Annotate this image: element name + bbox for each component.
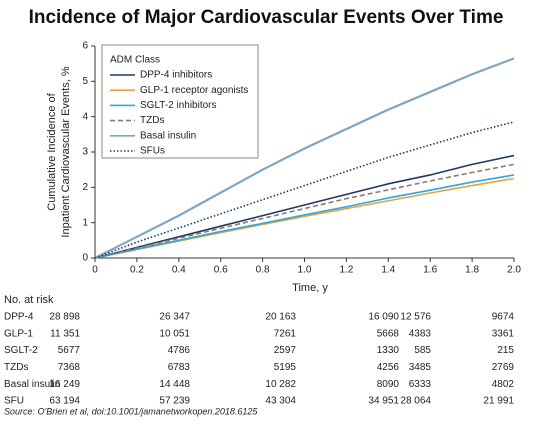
y-tick-label: 3: [82, 147, 88, 158]
risk-count: 26 347: [159, 312, 190, 323]
y-axis-label: Inpatient Cardiovascular Events, %: [60, 66, 72, 237]
y-tick-label: 5: [82, 76, 88, 87]
risk-count: 10 282: [265, 379, 296, 390]
y-axis-label: Cumulative Incidence of: [46, 92, 58, 210]
x-tick-label: 1.2: [339, 265, 353, 276]
risk-row-label: Basal insulin: [4, 379, 60, 390]
risk-count: 16 090: [368, 312, 399, 323]
risk-count: 2597: [274, 345, 297, 356]
legend-label: SFUs: [140, 146, 165, 157]
source-note: Source: O'Brien et al, doi:10.1001/jaman…: [4, 406, 258, 416]
risk-count: 11 351: [50, 328, 80, 339]
x-tick-label: 2.0: [507, 265, 521, 276]
risk-count: 4256: [377, 362, 400, 373]
risk-count: 10 051: [159, 328, 190, 339]
legend-label: Basal insulin: [140, 130, 196, 141]
risk-count: 28 064: [400, 396, 431, 407]
risk-count: 1330: [377, 345, 400, 356]
risk-count: 215: [497, 345, 514, 356]
series-line: [94, 174, 515, 259]
y-tick-label: 0: [82, 253, 88, 264]
risk-count: 12 576: [400, 312, 431, 323]
risk-count: 4802: [492, 379, 515, 390]
risk-count: 3485: [409, 362, 432, 373]
risk-row-label: GLP-1: [4, 328, 33, 339]
risk-count: 4383: [409, 328, 432, 339]
x-tick-label: 1.4: [381, 265, 395, 276]
risk-count: 4786: [168, 345, 191, 356]
series-line: [94, 177, 515, 259]
risk-count: 585: [414, 345, 431, 356]
risk-row-label: TZDs: [4, 362, 28, 373]
y-tick-label: 2: [82, 182, 88, 193]
legend-label: GLP-1 receptor agonists: [140, 85, 248, 96]
risk-count: 63 194: [49, 396, 80, 407]
legend-label: TZDs: [140, 115, 164, 126]
legend-title: ADM Class: [110, 55, 160, 66]
risk-count: 14 448: [159, 379, 190, 390]
series-line: [94, 57, 515, 259]
risk-count: 34 951: [368, 396, 399, 407]
x-tick-label: 1.8: [465, 265, 479, 276]
risk-count: 5668: [377, 328, 400, 339]
risk-count: 21 991: [483, 396, 514, 407]
chart-title: Incidence of Major Cardiovascular Events…: [29, 7, 504, 28]
legend-label: DPP-4 inhibitors: [140, 70, 212, 81]
y-tick-label: 4: [82, 111, 88, 122]
risk-count: 57 239: [159, 396, 190, 407]
risk-count: 6333: [409, 379, 432, 390]
risk-count: 28 898: [49, 312, 80, 323]
legend-label: SGLT-2 inhibitors: [140, 100, 217, 111]
risk-row-label: DPP-4: [4, 312, 34, 323]
risk-count: 9674: [492, 312, 515, 323]
risk-count: 7261: [274, 328, 297, 339]
x-tick-label: 1.0: [298, 265, 312, 276]
risk-count: 3361: [492, 328, 515, 339]
risk-count: 16 249: [49, 379, 80, 390]
risk-count: 5195: [274, 362, 297, 373]
x-tick-label: 0.6: [214, 265, 228, 276]
risk-table-title: No. at risk: [4, 294, 54, 306]
x-axis-label: Time, y: [292, 282, 328, 294]
risk-count: 8090: [377, 379, 400, 390]
x-tick-label: 0.4: [172, 265, 186, 276]
risk-count: 7368: [58, 362, 81, 373]
risk-count: 43 304: [265, 396, 296, 407]
risk-row-label: SFU: [4, 396, 24, 407]
risk-count: 5677: [58, 345, 81, 356]
risk-count: 20 163: [265, 312, 296, 323]
series-line: [94, 154, 515, 259]
legend-box: [101, 44, 259, 159]
y-tick-label: 6: [82, 41, 88, 52]
series-line: [94, 121, 515, 259]
x-tick-label: 0.2: [130, 265, 144, 276]
risk-row-label: SGLT-2: [4, 345, 38, 356]
risk-count: 6783: [168, 362, 191, 373]
y-tick-label: 1: [82, 217, 88, 228]
x-tick-label: 1.6: [423, 265, 437, 276]
risk-count: 2769: [492, 362, 515, 373]
series-line: [94, 163, 515, 259]
x-tick-label: 0.8: [256, 265, 270, 276]
x-tick-label: 0: [92, 265, 98, 276]
